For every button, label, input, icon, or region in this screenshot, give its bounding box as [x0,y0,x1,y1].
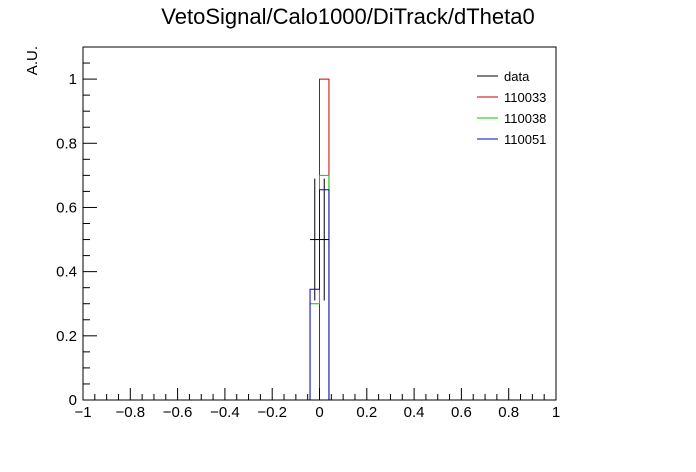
y-tick-label: 0 [69,392,77,409]
y-tick-label: 0.2 [56,328,77,345]
legend-label: 110051 [504,132,546,147]
x-tick-label: 0.2 [356,404,377,421]
x-tick-label: 0 [315,404,323,421]
series-group [309,78,330,401]
y-tick-label: 0.6 [56,199,77,216]
y-tick-label: 0.4 [56,264,77,281]
y-tick-label: 1 [69,71,77,88]
y-tick-label: 0.8 [56,135,77,152]
x-tick-label: −0.6 [163,404,193,421]
x-tick-label: −1 [74,404,91,421]
legend-label: 110038 [504,111,546,126]
x-tick-label: 0.4 [404,404,425,421]
axes-group: −1 −0.8 −0.6 −0.4 −0.2 0 0.2 0.4 0.6 0.8 1 0 0.2 0.4 0… [56,46,560,421]
series-step-110051 [309,189,330,400]
x-tick-label: −0.2 [257,404,287,421]
x-tick-label: 0.8 [498,404,519,421]
x-tick-label: 1 [552,404,560,421]
x-tick-label: −0.8 [115,404,145,421]
legend-label: data [504,69,530,84]
legend-label: 110033 [504,90,546,105]
x-tick-label: −0.4 [210,404,240,421]
legend: data 110033 110038 110051 [477,69,546,147]
chart-title: VetoSignal/Calo1000/DiTrack/dTheta0 [161,4,534,29]
x-tick-label: 0.6 [451,404,472,421]
y-axis-label: A.U. [24,46,41,75]
